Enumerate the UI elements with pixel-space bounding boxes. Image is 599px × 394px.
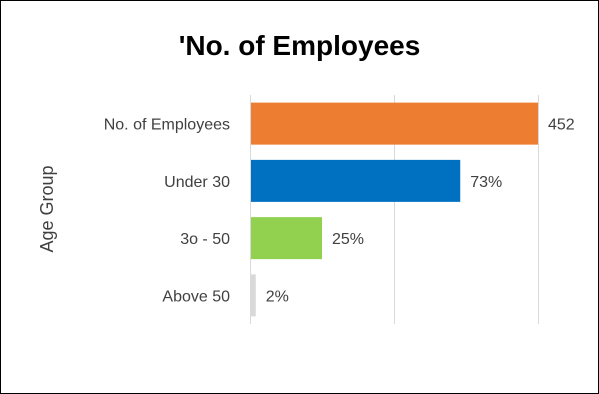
bar-2 xyxy=(251,159,461,202)
bar-3 xyxy=(251,217,322,260)
y-axis-title: Age Group xyxy=(37,165,57,252)
category-label-4: Above 50 xyxy=(162,288,230,305)
category-label-3: 3o - 50 xyxy=(180,231,230,248)
bars xyxy=(251,102,538,317)
value-label-1: 452 xyxy=(548,117,575,134)
value-labels: 452 73% 25% 2% xyxy=(266,117,575,306)
bar-1 xyxy=(251,102,538,145)
value-label-3: 25% xyxy=(332,231,364,248)
value-label-4: 2% xyxy=(266,288,289,305)
category-labels: No. of Employees Under 30 3o - 50 Above 50 xyxy=(104,117,230,306)
bar-4 xyxy=(251,274,256,317)
value-label-2: 73% xyxy=(470,174,502,191)
category-label-1: No. of Employees xyxy=(104,117,230,134)
category-label-2: Under 30 xyxy=(164,174,230,191)
chart-title: 'No. of Employees xyxy=(178,30,421,61)
